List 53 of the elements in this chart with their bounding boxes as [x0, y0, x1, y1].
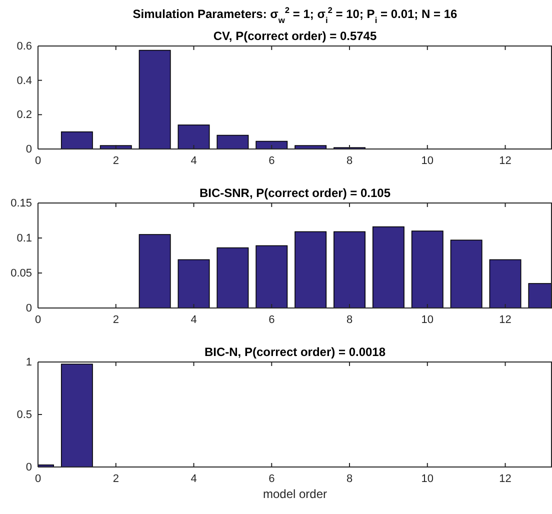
x-tick-label: 8: [346, 154, 353, 167]
x-tick-label: 2: [112, 472, 119, 485]
x-tick-label: 6: [268, 154, 275, 167]
chart-subtitle: CV, P(correct order) = 0.5745: [213, 29, 377, 43]
y-tick-label: 0.05: [10, 268, 32, 280]
chart-title: Simulation Parameters: σ$_{w}$$^{2}$ = 1; σ$_{i}$$^{2}$ = 10; P$_{i}$ = 0.01; N = 16: [132, 5, 458, 25]
bar: [294, 145, 327, 149]
x-tick-label: 6: [268, 314, 275, 326]
bar: [60, 131, 93, 149]
x-tick-label: 10: [421, 472, 434, 485]
y-tick-label: 0.4: [16, 74, 32, 87]
x-tick-label: 6: [268, 472, 275, 485]
x-axis-title: model order: [262, 487, 328, 501]
bar: [216, 134, 249, 149]
y-tick-label: 0.6: [16, 40, 32, 53]
x-tick-label: 4: [190, 154, 197, 167]
y-tick-label: 0: [26, 462, 32, 474]
x-tick-label: 4: [190, 314, 197, 326]
bar: [216, 247, 249, 308]
x-tick-label: 0: [34, 314, 42, 326]
bar: [334, 231, 366, 308]
x-tick-label: 4: [190, 472, 197, 485]
bar: [450, 240, 482, 308]
y-tick-label: 0.5: [16, 409, 32, 422]
y-tick-label: 0: [26, 302, 32, 315]
x-tick-label: 12: [499, 314, 512, 326]
x-tick-label: 2: [112, 154, 119, 167]
x-tick-label: 12: [499, 154, 512, 167]
bar: [372, 226, 404, 308]
chart-title: BIC-SNR, P(correct order) = 0.105: [199, 186, 391, 200]
x-tick-label: 2: [112, 314, 119, 326]
y-tick-label: 0.15: [10, 198, 32, 210]
bar: [138, 234, 171, 308]
x-tick-label: 12: [499, 472, 512, 485]
x-tick-label: 0: [34, 154, 42, 167]
x-tick-label: 10: [421, 314, 434, 326]
y-tick-label: 0: [26, 144, 32, 156]
bar: [138, 50, 171, 149]
chart-title: BIC-N, P(correct order) = 0.0018: [204, 345, 386, 359]
bar: [256, 245, 288, 308]
x-tick-label: 10: [421, 154, 434, 167]
bar: [294, 231, 327, 308]
x-tick-label: 8: [346, 472, 353, 485]
bar: [256, 140, 288, 149]
bar: [489, 259, 522, 308]
x-tick-label: 8: [346, 314, 353, 326]
y-tick-label: 0.1: [16, 232, 32, 245]
bar: [178, 124, 210, 149]
x-tick-label: 0: [34, 472, 42, 485]
y-tick-label: 1: [26, 356, 32, 369]
bar: [411, 230, 444, 308]
y-tick-label: 0.2: [16, 109, 32, 122]
bar: [178, 259, 210, 308]
